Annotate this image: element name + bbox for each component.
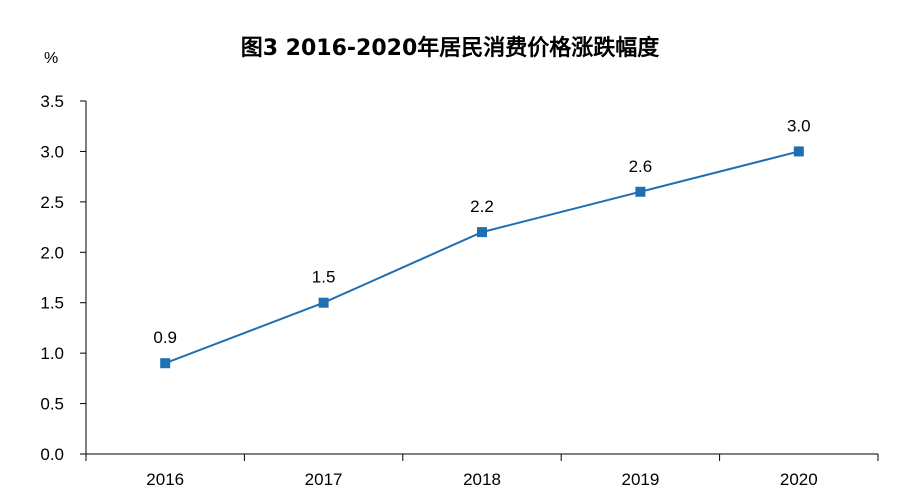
series-line <box>164 150 800 365</box>
y-tick-label: 0.0 <box>40 445 64 464</box>
y-tick-label: 0.5 <box>40 395 64 414</box>
data-label: 2.6 <box>629 157 653 176</box>
y-tick-label: 1.0 <box>40 344 64 363</box>
y-axis-unit: % <box>44 50 59 67</box>
data-point <box>160 358 171 369</box>
x-tick-label: 2016 <box>146 470 184 489</box>
data-point <box>318 297 329 308</box>
y-tick-label: 2.5 <box>40 193 64 212</box>
data-label: 0.9 <box>153 328 177 347</box>
x-tick-label: 2017 <box>305 470 343 489</box>
y-tick-label: 3.5 <box>40 92 64 111</box>
y-tick-label: 3.0 <box>40 142 64 161</box>
data-point <box>635 186 646 197</box>
data-label: 1.5 <box>312 268 336 287</box>
x-tick-label: 2020 <box>780 470 818 489</box>
chart-title: 图3 2016-2020年居民消费价格涨跌幅度 <box>240 36 660 61</box>
x-tick-label: 2019 <box>621 470 659 489</box>
y-tick-label: 2.0 <box>40 243 64 262</box>
data-point <box>477 227 487 238</box>
data-label: 3.0 <box>787 116 811 135</box>
x-tick-label: 2018 <box>463 470 501 489</box>
y-tick-label: 1.5 <box>40 294 64 313</box>
data-point <box>793 146 804 157</box>
data-label: 2.2 <box>470 197 494 216</box>
